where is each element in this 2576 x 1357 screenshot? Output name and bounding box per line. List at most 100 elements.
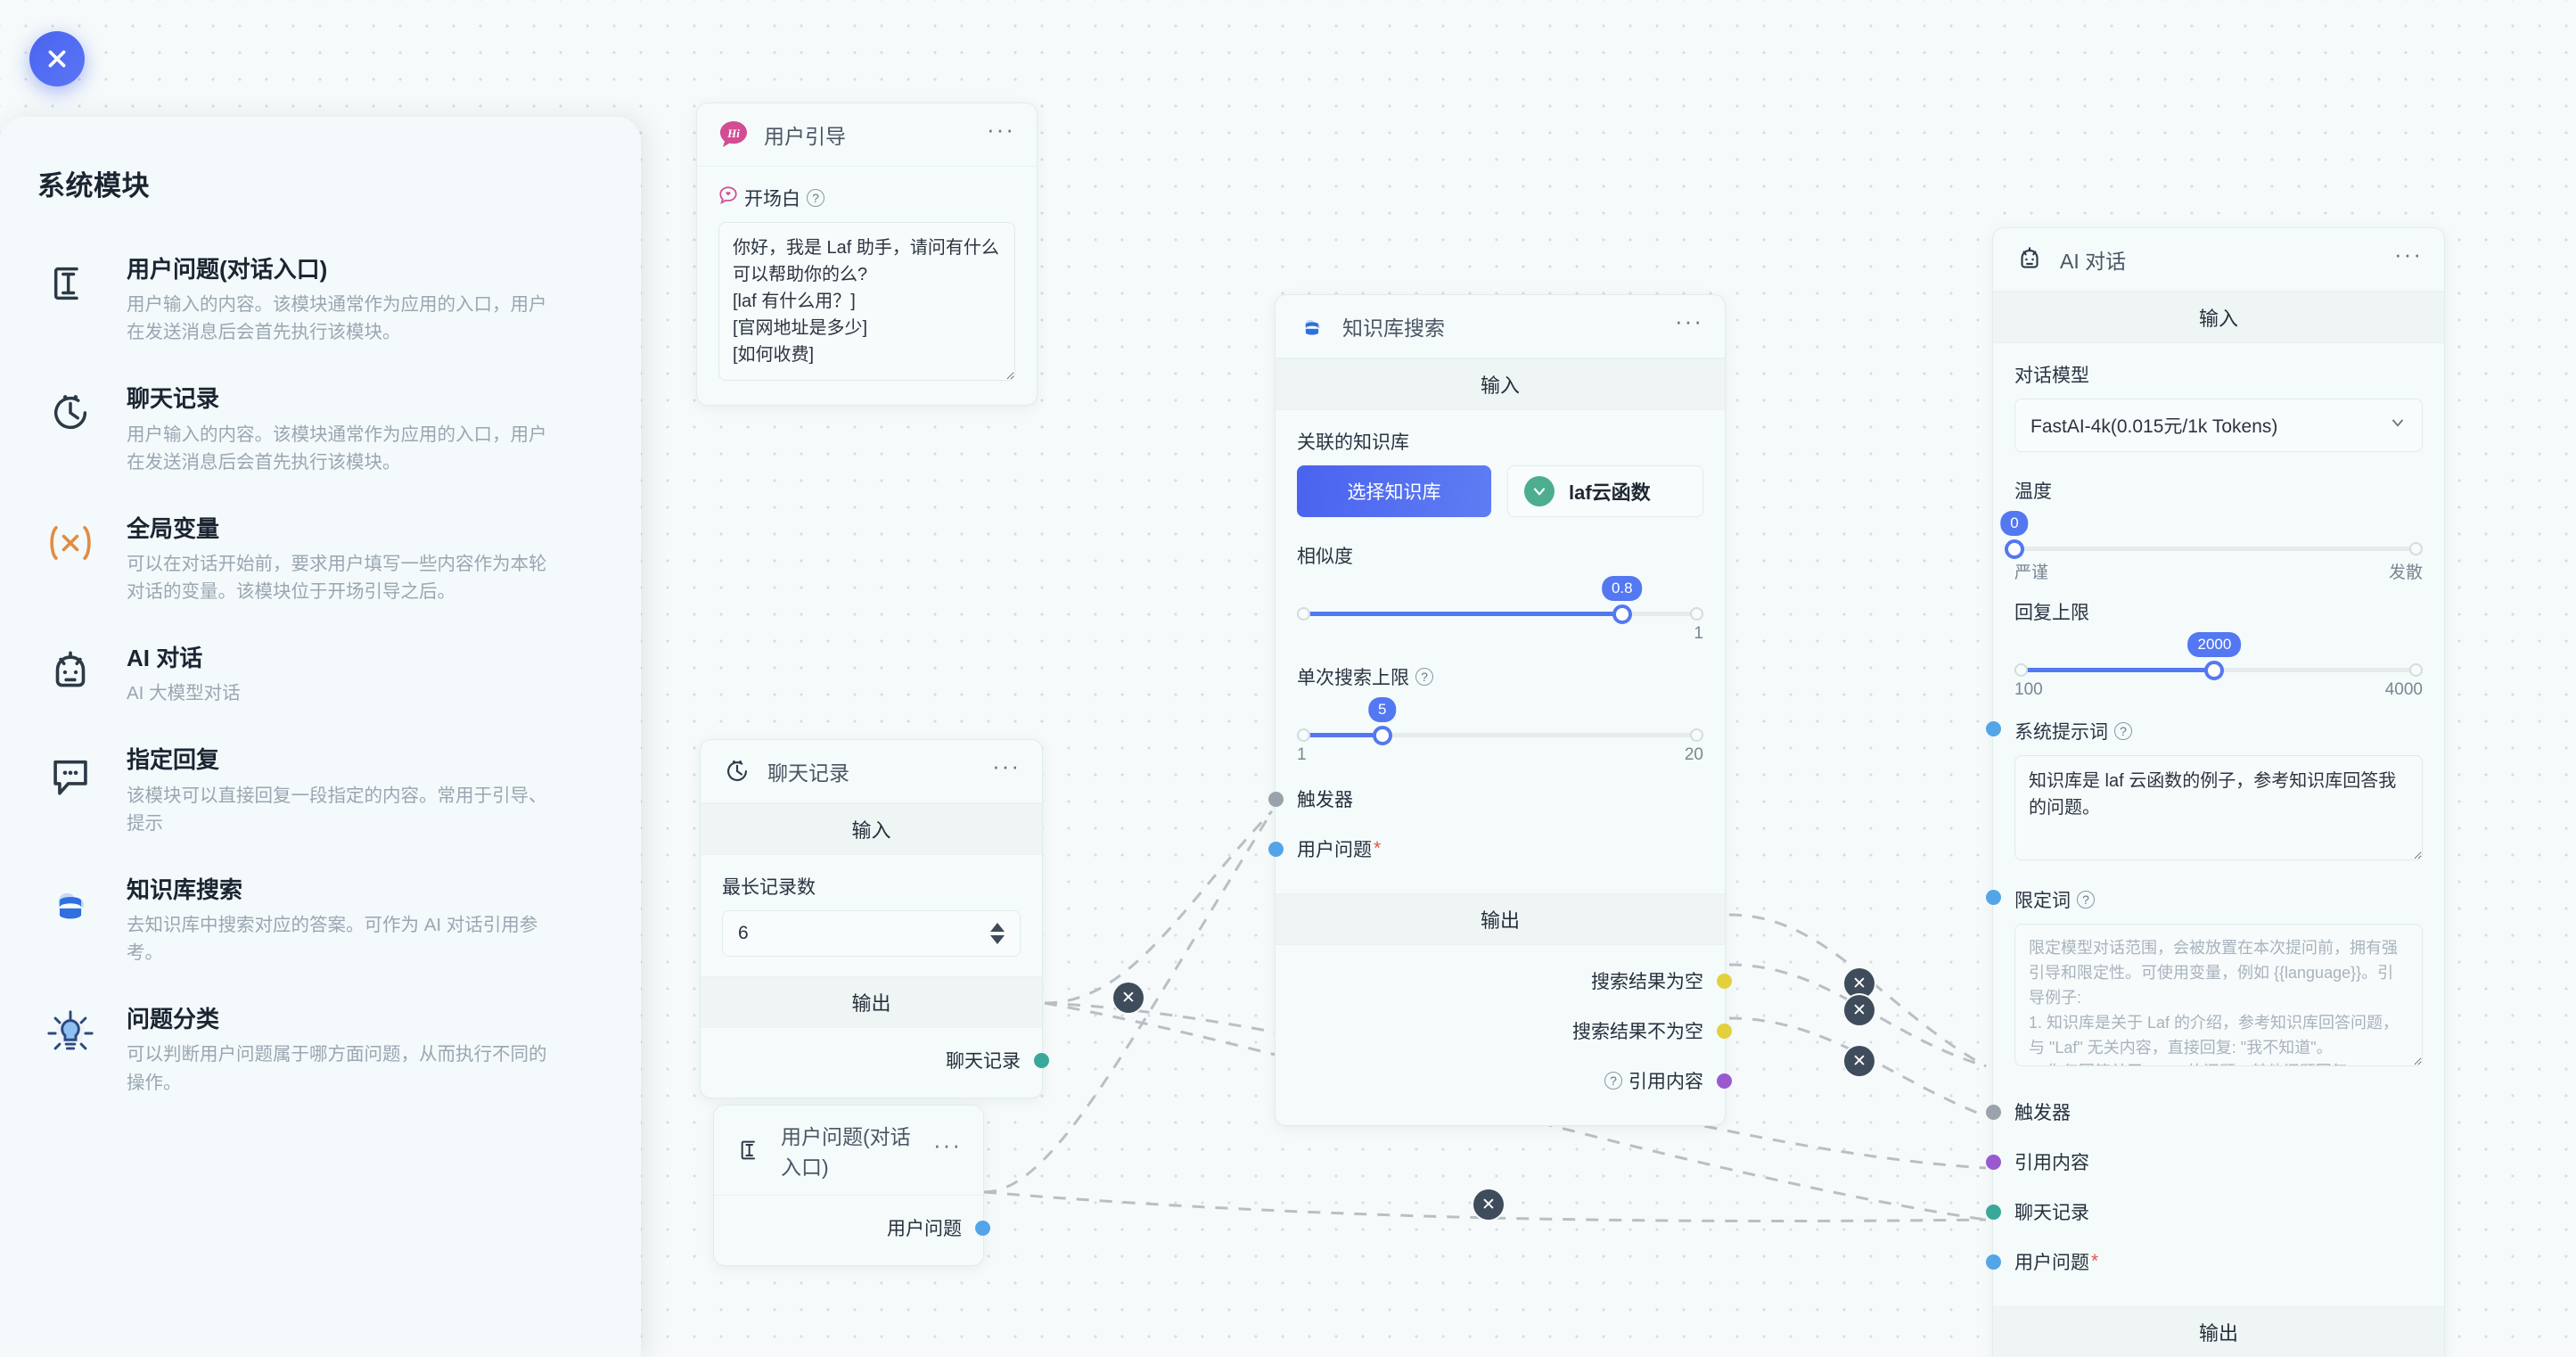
node-outputs: 搜索结果为空 搜索结果不为空 ? 引用内容 <box>1276 945 1732 1125</box>
node-menu-button[interactable]: ··· <box>933 1131 962 1159</box>
edge-delete-button[interactable]: ✕ <box>1844 968 1875 999</box>
sidebar-item-chat-history[interactable]: 聊天记录 用户输入的内容。该模块通常作为应用的入口，用户在发送消息后会首先执行该… <box>0 363 641 492</box>
input-quote-content[interactable]: 引用内容 <box>1986 1137 2423 1187</box>
help-icon[interactable]: ? <box>807 189 824 207</box>
sidebar-item-user-question[interactable]: 用户问题(对话入口) 用户输入的内容。该模块通常作为应用的入口，用户在发送消息后… <box>0 234 641 363</box>
node-user-question[interactable]: 用户问题(对话入口) ··· 用户问题 <box>713 1105 990 1266</box>
slider-knob[interactable] <box>1612 604 1632 624</box>
search-limit-slider[interactable]: 5 1 20 <box>1297 697 1703 764</box>
node-menu-button[interactable]: ··· <box>2394 241 2423 268</box>
slider-track <box>1297 733 1703 737</box>
port-dot-blue[interactable] <box>1986 890 2001 905</box>
slider-knob[interactable] <box>1372 726 1392 745</box>
edge-delete-button[interactable]: ✕ <box>1844 995 1875 1025</box>
input-trigger[interactable]: 触发器 <box>1268 774 1703 824</box>
node-body: 最长记录数 6 <box>701 855 1042 976</box>
model-select[interactable]: FastAI-4k(0.015元/1k Tokens) <box>2014 399 2423 452</box>
slider-end-cap <box>1690 607 1703 621</box>
port-dot-purple[interactable] <box>1717 1073 1732 1089</box>
max-records-stepper[interactable]: 6 <box>722 910 1021 957</box>
node-title: 知识库搜索 <box>1342 317 1445 340</box>
input-chat-history[interactable]: 聊天记录 <box>1986 1187 2423 1237</box>
hi-bubble-icon: Hi <box>717 118 751 152</box>
similarity-label: 相似度 <box>1297 547 1353 567</box>
output-non-empty-result[interactable]: 搜索结果不为空 <box>1297 1006 1732 1056</box>
chevron-down-icon <box>2389 414 2407 437</box>
slider-end-cap <box>2409 663 2423 677</box>
port-dot-purple[interactable] <box>1986 1154 2001 1170</box>
close-panel-button[interactable] <box>29 31 85 86</box>
system-prompt-input[interactable] <box>2014 755 2423 860</box>
edge-delete-button[interactable]: ✕ <box>1473 1189 1504 1220</box>
slider-end-cap <box>2409 542 2423 555</box>
temperature-value-badge: 0 <box>2000 511 2029 536</box>
help-icon[interactable]: ? <box>2114 722 2132 740</box>
similarity-slider[interactable]: 0.8 1 <box>1297 576 1703 643</box>
max-tokens-slider[interactable]: 2000 100 4000 <box>2014 632 2423 699</box>
node-body: 对话模型 FastAI-4k(0.015元/1k Tokens) 温度 0 严谨… <box>1986 343 2444 1306</box>
sidebar-item-question-classify[interactable]: 问题分类 可以判断用户问题属于哪方面问题，从而执行不同的操作。 <box>0 983 641 1113</box>
sidebar-item-specified-reply[interactable]: 指定回复 该模块可以直接回复一段指定的内容。常用于引导、提示 <box>0 724 641 853</box>
port-dot-gray[interactable] <box>1268 791 1284 807</box>
limit-words-label: 限定词 <box>2014 891 2071 911</box>
output-chat-history[interactable]: 聊天记录 <box>722 1035 1049 1085</box>
node-kb-search[interactable]: 知识库搜索 ··· 输入 关联的知识库 选择知识库 laf云函数 相似度 <box>1268 294 1732 1126</box>
limit-words-input[interactable] <box>2014 924 2423 1066</box>
database-cloud-icon <box>1295 309 1329 343</box>
sidebar-item-label: AI 对话 <box>127 645 203 672</box>
port-dot-teal[interactable] <box>1986 1204 2001 1220</box>
node-menu-button[interactable]: ··· <box>1675 308 1703 335</box>
clock-history-icon <box>720 754 754 788</box>
input-user-question[interactable]: 用户问题 * <box>1268 824 1703 874</box>
slider-fill <box>1297 733 1382 737</box>
output-quote-content[interactable]: ? 引用内容 <box>1297 1056 1732 1106</box>
stepper-arrows[interactable] <box>990 923 1005 944</box>
sidebar-item-desc: 用户输入的内容。该模块通常作为应用的入口，用户在发送消息后会首先执行该模块。 <box>127 424 547 473</box>
output-empty-result[interactable]: 搜索结果为空 <box>1297 956 1732 1006</box>
input-section-band: 输入 <box>1276 358 1725 410</box>
system-prompt-label-row: 系统提示词 ? <box>1986 718 2423 744</box>
port-dot-teal[interactable] <box>1034 1052 1049 1068</box>
port-dot-blue[interactable] <box>1986 1254 2001 1270</box>
port-dot-yellow[interactable] <box>1717 973 1732 989</box>
slider-start-cap <box>2014 663 2028 677</box>
input-trigger[interactable]: 触发器 <box>1986 1087 2423 1137</box>
port-dot-yellow[interactable] <box>1717 1023 1732 1039</box>
port-dot-blue[interactable] <box>975 1220 990 1236</box>
sidebar-item-label: 指定回复 <box>127 746 220 774</box>
opening-text-input[interactable] <box>718 222 1015 381</box>
node-menu-button[interactable]: ··· <box>992 753 1021 780</box>
help-icon[interactable]: ? <box>2077 891 2095 909</box>
kb-selection-row: 选择知识库 laf云函数 <box>1297 465 1703 517</box>
edge-delete-button[interactable]: ✕ <box>1113 983 1144 1013</box>
port-dot-blue[interactable] <box>1268 841 1284 857</box>
help-icon[interactable]: ? <box>1604 1072 1622 1090</box>
slider-knob[interactable] <box>2005 539 2024 559</box>
node-chat-history[interactable]: 聊天记录 ··· 输入 最长记录数 6 输出 聊天记录 <box>700 739 1049 1098</box>
temperature-slider[interactable]: 0 严谨 发散 <box>2000 511 2423 582</box>
select-kb-button[interactable]: 选择知识库 <box>1297 465 1491 517</box>
kb-label: 关联的知识库 <box>1297 432 1409 453</box>
output-user-question[interactable]: 用户问题 <box>735 1203 990 1253</box>
kb-chip-laf[interactable]: laf云函数 <box>1507 465 1703 517</box>
port-dot-gray[interactable] <box>1986 1104 2001 1120</box>
sidebar-item-ai-chat[interactable]: AI 对话 AI 大模型对话 <box>0 622 641 724</box>
node-ai-chat[interactable]: AI 对话 ··· 输入 对话模型 FastAI-4k(0.015元/1k To… <box>1986 227 2445 1357</box>
sidebar-item-desc: 该模块可以直接回复一段指定的内容。常用于引导、提示 <box>127 785 547 834</box>
node-title: AI 对话 <box>2060 250 2127 273</box>
node-user-guide[interactable]: Hi 用户引导 ··· 开场白 ? <box>696 103 1038 406</box>
node-menu-button[interactable]: ··· <box>987 116 1015 144</box>
node-outputs: 用户问题 <box>714 1196 990 1265</box>
opening-label: 开场白 <box>744 189 800 210</box>
edge-delete-button[interactable]: ✕ <box>1844 1046 1875 1076</box>
help-icon[interactable]: ? <box>1415 668 1433 686</box>
node-title: 用户引导 <box>764 125 846 148</box>
slider-knob[interactable] <box>2204 661 2225 680</box>
sidebar-item-kb-search[interactable]: 知识库搜索 去知识库中搜索对应的答案。可作为 AI 对话引用参考。 <box>0 854 641 983</box>
input-user-question[interactable]: 用户问题 * <box>1986 1237 2423 1287</box>
laf-logo-icon <box>1524 476 1555 506</box>
port-dot-blue[interactable] <box>1986 721 2001 736</box>
input-section-band: 输入 <box>1993 292 2444 343</box>
sidebar-item-global-variable[interactable]: 全局变量 可以在对话开始前，要求用户填写一些内容作为本轮对话的变量。该模块位于开… <box>0 493 641 622</box>
